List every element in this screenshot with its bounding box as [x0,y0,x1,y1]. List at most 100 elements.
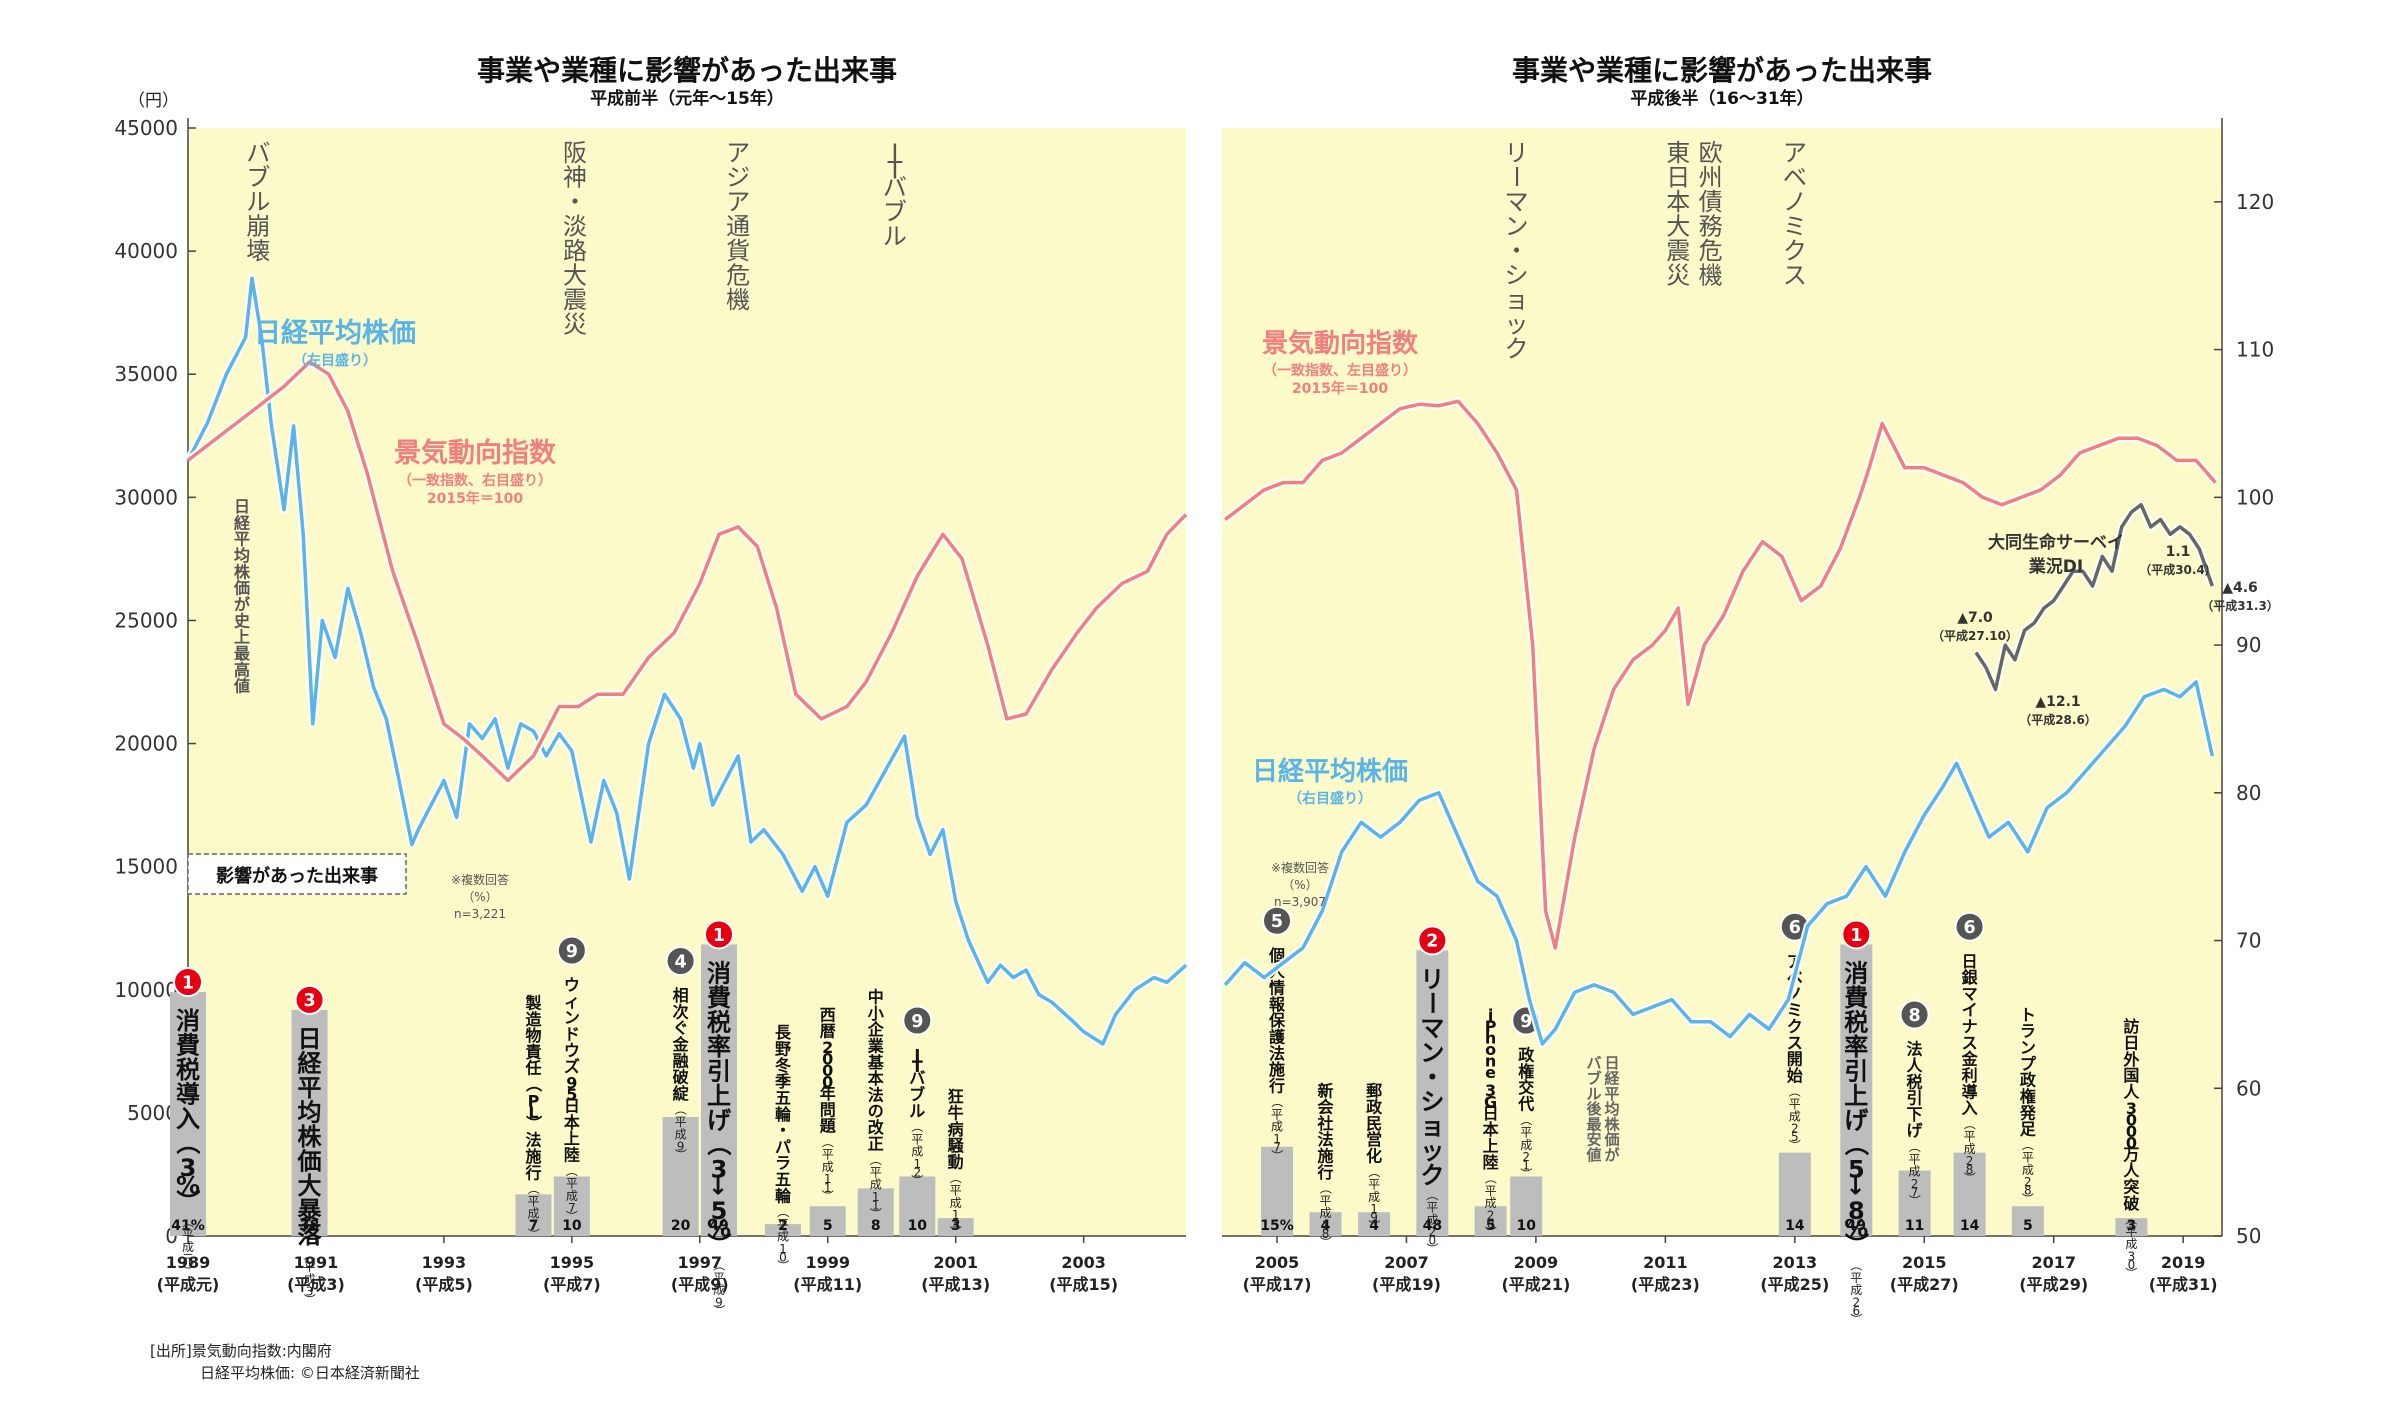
svg-text:入: 入 [1962,1099,1978,1118]
svg-text:務: 務 [1699,213,1723,241]
svg-text:問: 問 [820,1100,836,1119]
svg-text:）: ） [705,1233,733,1257]
right-x-tick-era: (平成31) [2149,1275,2218,1294]
svg-text:行: 行 [1268,1076,1285,1095]
svg-text:ス: ス [1783,262,1807,290]
svg-text:2: 2 [1966,1154,1974,1168]
source-credit-1: [出所]景気動向指数:内閣府 [150,1342,332,1360]
svg-text:価: 価 [233,579,250,598]
svg-text:五: 五 [775,1088,791,1107]
left-event-pct: 41% [171,1218,205,1234]
right-event-rank-badge-num: 6 [1963,918,1975,938]
svg-text:阪: 阪 [563,139,587,167]
svg-text:ー: ー [1502,164,1530,188]
svg-text:費: 費 [1844,984,1868,1012]
svg-text:騒: 騒 [947,1136,965,1155]
svg-text:政: 政 [1366,1098,1383,1117]
svg-text:野: 野 [775,1040,791,1059]
svg-text:権: 権 [1518,1062,1534,1081]
svg-text:（: （ [1842,1132,1870,1156]
svg-text:プ: プ [2020,1054,2037,1073]
svg-text:バ: バ [1586,1054,1601,1072]
left-legend-index-sub: （一致指数、右目盛り） [398,472,552,489]
svg-text:日: 日 [1666,164,1690,192]
right-x-tick-year: 2019 [2161,1253,2206,1272]
svg-text:日: 日 [2123,1034,2139,1053]
svg-text:%: % [176,1171,200,1199]
svg-text:史: 史 [234,611,251,630]
svg-text:1: 1 [872,1190,880,1204]
svg-text:8: 8 [2024,1184,2032,1198]
svg-text:）: ） [565,1210,579,1222]
svg-text:成: 成 [822,1160,834,1174]
svg-text:郵: 郵 [1366,1081,1382,1100]
svg-text:1: 1 [872,1199,880,1213]
svg-text:が: が [234,595,250,614]
svg-text:機: 機 [1699,262,1723,290]
svg-text:上: 上 [1483,1137,1499,1156]
svg-text:）: ） [1849,1313,1863,1325]
svg-text:政: 政 [1518,1046,1535,1065]
right-event-pct: 14 [1960,1218,1980,1234]
svg-text:人: 人 [2123,1083,2140,1102]
left-event-bar [170,992,206,1236]
svg-text:相: 相 [673,986,689,1005]
left-event-era: （平成9） [712,1259,726,1316]
svg-text:牛: 牛 [948,1104,964,1123]
svg-text:法: 法 [1318,1130,1334,1149]
left-response-note: n=3,221 [454,907,506,921]
left-x-tick-year: 2003 [1061,1253,1106,1272]
svg-text:州: 州 [1699,164,1723,192]
svg-text:平: 平 [1426,1201,1438,1215]
svg-text:権: 権 [2020,1087,2036,1106]
svg-text:（: （ [526,1183,540,1195]
svg-text:（: （ [1788,1085,1802,1097]
svg-text:1: 1 [779,1242,787,1256]
svg-text:路: 路 [563,237,587,265]
svg-text:率: 率 [707,1033,731,1061]
svg-text:融: 融 [673,1051,689,1070]
svg-text:施: 施 [1269,1060,1285,1079]
left-series-line-0 [186,276,1188,1046]
svg-text:導: 導 [176,1081,200,1109]
svg-text:価: 価 [1603,1131,1619,1149]
svg-text:消: 消 [176,1007,200,1035]
left-event-bar [553,1176,590,1236]
svg-text:i: i [1488,1005,1493,1024]
left-x-tick-year: 1999 [805,1253,850,1272]
svg-text:突: 突 [2123,1178,2139,1197]
left-event-rank-badge [556,935,587,966]
svg-text:（: （ [2021,1139,2035,1151]
left-event-pct: 20 [671,1218,691,1234]
right-event-bar [1474,1206,1507,1236]
svg-text:平: 平 [822,1148,834,1162]
svg-text:・: ・ [1420,1063,1444,1091]
svg-text:西: 西 [820,1005,836,1024]
svg-text:ィ: ィ [564,992,580,1011]
svg-text:訪: 訪 [2123,1017,2139,1036]
left-event-pct: 8 [871,1218,881,1234]
right-di-note-period: （平成31.3） [2201,598,2279,613]
svg-text:法: 法 [1907,1040,1923,1059]
left-event-rank-badge-num: 3 [303,991,315,1011]
svg-text:崩: 崩 [246,213,270,241]
svg-text:）: ） [1367,1220,1381,1232]
right-event-era: （平成30） [2124,1213,2138,1279]
svg-text:）: ） [181,1265,195,1277]
svg-text:6: 6 [1852,1304,1860,1318]
left-event-box-label: 影響があった出来事 [216,865,378,887]
svg-text:T: T [887,156,903,184]
right-event-pct: 4 [1369,1218,1379,1234]
svg-text:ン: ン [1504,213,1528,241]
svg-text:情: 情 [1269,978,1285,997]
svg-text:5: 5 [566,1085,577,1104]
left-x-tick-era: (平成9) [671,1275,729,1294]
